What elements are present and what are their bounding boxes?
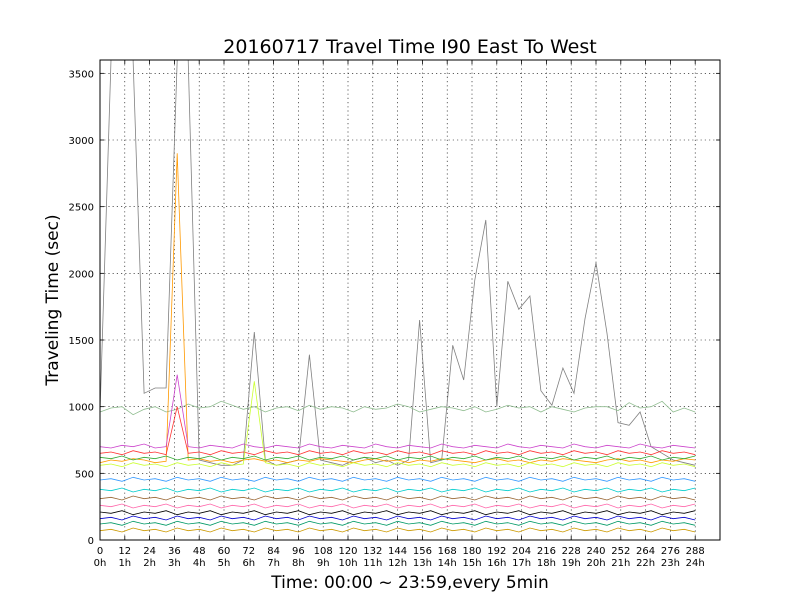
x-tick-sublabel: 3h	[168, 558, 181, 569]
x-tick-label: 228	[562, 546, 581, 557]
x-tick-sublabel: 6h	[242, 558, 255, 569]
x-tick-label: 240	[586, 546, 605, 557]
x-tick-label: 60	[218, 546, 231, 557]
x-tick-label: 72	[242, 546, 255, 557]
plot-frame	[99, 59, 721, 541]
series-line	[99, 527, 696, 533]
y-tick-label: 500	[75, 469, 94, 480]
series-line	[99, 374, 696, 449]
x-tick-label: 132	[363, 546, 382, 557]
x-tick-sublabel: 9h	[317, 558, 330, 569]
y-axis-label: Traveling Time (sec)	[43, 214, 63, 386]
x-tick-label: 168	[438, 546, 457, 557]
series-line	[99, 515, 696, 521]
x-tick-sublabel: 1h	[118, 558, 131, 569]
y-tick-label: 0	[88, 536, 94, 547]
x-tick-label: 0	[97, 546, 103, 557]
x-tick-label: 108	[314, 546, 333, 557]
grid	[99, 60, 720, 541]
x-tick-sublabel: 8h	[292, 558, 305, 569]
series-line	[99, 510, 696, 516]
series-line	[99, 503, 696, 509]
x-tick-sublabel: 24h	[686, 558, 705, 569]
x-tick-label: 48	[193, 546, 206, 557]
x-tick-sublabel: 0h	[94, 558, 107, 569]
x-tick-label: 216	[537, 546, 556, 557]
series-lines	[99, 59, 696, 533]
series-line	[99, 381, 696, 468]
x-tick-sublabel: 7h	[267, 558, 280, 569]
y-tick-label: 2500	[69, 203, 94, 214]
x-tick-label: 252	[611, 546, 630, 557]
x-tick-sublabel: 23h	[661, 558, 680, 569]
series-line	[99, 487, 696, 493]
x-tick-sublabel: 15h	[462, 558, 481, 569]
x-tick-label: 12	[118, 546, 131, 557]
chart-title: 20160717 Travel Time I90 East To West	[223, 36, 596, 58]
x-tick-sublabel: 5h	[218, 558, 231, 569]
x-tick-sublabel: 13h	[413, 558, 432, 569]
x-tick-sublabel: 18h	[537, 558, 556, 569]
x-tick-sublabel: 20h	[586, 558, 605, 569]
x-tick-sublabel: 11h	[363, 558, 382, 569]
x-axis-label: Time: 00:00 ~ 23:59,every 5min	[270, 573, 548, 593]
x-tick-label: 96	[292, 546, 305, 557]
x-tick-sublabel: 17h	[512, 558, 531, 569]
x-tick-sublabel: 21h	[611, 558, 630, 569]
y-tick-label: 2000	[69, 269, 94, 280]
x-tick-label: 180	[462, 546, 481, 557]
x-tick-label: 24	[143, 546, 156, 557]
series-line	[99, 400, 696, 416]
series-line	[99, 520, 696, 526]
x-tick-label: 276	[661, 546, 680, 557]
x-tick-label: 120	[338, 546, 357, 557]
x-tick-sublabel: 22h	[636, 558, 655, 569]
x-tick-sublabel: 2h	[143, 558, 156, 569]
x-tick-label: 36	[168, 546, 181, 557]
x-tick-label: 204	[512, 546, 531, 557]
x-tick-sublabel: 19h	[562, 558, 581, 569]
x-tick-label: 192	[487, 546, 506, 557]
series-line	[99, 406, 696, 456]
x-tick-label: 84	[267, 546, 280, 557]
x-tick-sublabel: 16h	[487, 558, 506, 569]
y-tick-label: 3500	[69, 69, 94, 80]
x-tick-label: 288	[686, 546, 705, 557]
x-tick-sublabel: 4h	[193, 558, 206, 569]
series-line	[99, 495, 696, 501]
series-line	[99, 59, 696, 466]
y-tick-label: 1500	[69, 336, 94, 347]
x-tick-sublabel: 14h	[438, 558, 457, 569]
x-tick-label: 156	[413, 546, 432, 557]
series-line	[99, 455, 696, 461]
x-tick-label: 264	[636, 546, 655, 557]
y-tick-label: 1000	[69, 403, 94, 414]
x-tick-label: 144	[388, 546, 407, 557]
y-tick-label: 3000	[69, 136, 94, 147]
x-tick-sublabel: 10h	[338, 558, 357, 569]
x-tick-sublabel: 12h	[388, 558, 407, 569]
series-line	[99, 476, 696, 482]
